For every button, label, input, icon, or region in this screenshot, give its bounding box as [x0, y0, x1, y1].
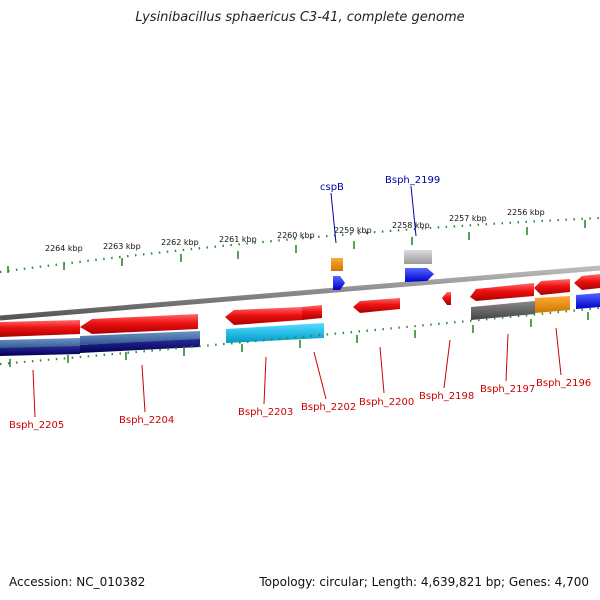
gene-label-bsph2205[interactable]: Bsph_2205 — [9, 420, 64, 431]
gene-label-bsph2204[interactable]: Bsph_2204 — [119, 415, 174, 426]
gene-arrow[interactable] — [353, 298, 400, 313]
kbp-label: 2264 kbp — [45, 244, 83, 253]
kbp-label: 2261 kbp — [219, 235, 257, 244]
gene-arrow[interactable] — [225, 307, 302, 325]
cds-bar[interactable] — [0, 338, 80, 349]
gene-arrow[interactable] — [0, 320, 80, 337]
gene-label-bsph2200[interactable]: Bsph_2200 — [359, 397, 414, 408]
cds-bar[interactable] — [0, 346, 80, 356]
gene-labels-below: Bsph_2205 Bsph_2204 Bsph_2203 Bsph_2202 … — [9, 378, 591, 431]
gene-arrow[interactable] — [534, 279, 570, 295]
kbp-label: 2258 kbp — [392, 221, 430, 230]
cds-bar[interactable] — [80, 339, 200, 353]
cspB-cds-block[interactable] — [331, 258, 343, 271]
cspB-gene-arrow[interactable] — [333, 276, 345, 290]
kbp-label: 2259 kbp — [334, 226, 372, 235]
gene-label-bsph2199[interactable]: Bsph_2199 — [385, 175, 440, 186]
kbp-label: 2262 kbp — [161, 238, 199, 247]
accession-text: Accession: NC_010382 — [9, 575, 146, 589]
gene-label-bsph2202[interactable]: Bsph_2202 — [301, 402, 356, 413]
lower-tick-scale — [0, 306, 600, 367]
gene-arrow[interactable] — [470, 283, 534, 301]
kbp-labels: 2264 kbp 2263 kbp 2262 kbp 2261 kbp 2260… — [45, 208, 545, 253]
genome-backbone — [0, 265, 600, 321]
kbp-label: 2263 kbp — [103, 242, 141, 251]
bsph2199-cds-block[interactable] — [404, 250, 432, 264]
cds-bar[interactable] — [80, 331, 200, 345]
gene-label-bsph2198[interactable]: Bsph_2198 — [419, 391, 474, 402]
kbp-label: 2256 kbp — [507, 208, 545, 217]
gene-arrow[interactable] — [302, 305, 322, 320]
cds-bar[interactable] — [226, 323, 324, 343]
gene-arrow[interactable] — [574, 274, 600, 290]
map-title: Lysinibacillus sphaericus C3-41, complet… — [135, 10, 465, 25]
gene-leaders-below — [32, 327, 562, 418]
lower-features — [0, 293, 600, 356]
upper-features — [331, 250, 434, 290]
gene-label-bsph2203[interactable]: Bsph_2203 — [238, 407, 293, 418]
gene-label-bsph2197[interactable]: Bsph_2197 — [480, 384, 535, 395]
gene-arrow[interactable] — [80, 314, 198, 334]
cds-bar[interactable] — [535, 296, 570, 313]
gene-labels-above: cspB Bsph_2199 — [320, 175, 440, 193]
kbp-label: 2260 kbp — [277, 231, 315, 240]
cds-bar[interactable] — [576, 293, 600, 309]
forward-genes — [0, 274, 600, 337]
bsph2199-gene-arrow[interactable] — [405, 268, 434, 282]
kbp-label: 2257 kbp — [449, 214, 487, 223]
gene-leaders-above — [330, 185, 417, 244]
genome-summary-text: Topology: circular; Length: 4,639,821 bp… — [259, 575, 589, 589]
gene-arrow[interactable] — [442, 292, 451, 305]
gene-label-cspB[interactable]: cspB — [320, 182, 344, 193]
upper-tick-scale — [0, 216, 600, 274]
gene-label-bsph2196[interactable]: Bsph_2196 — [536, 378, 591, 389]
